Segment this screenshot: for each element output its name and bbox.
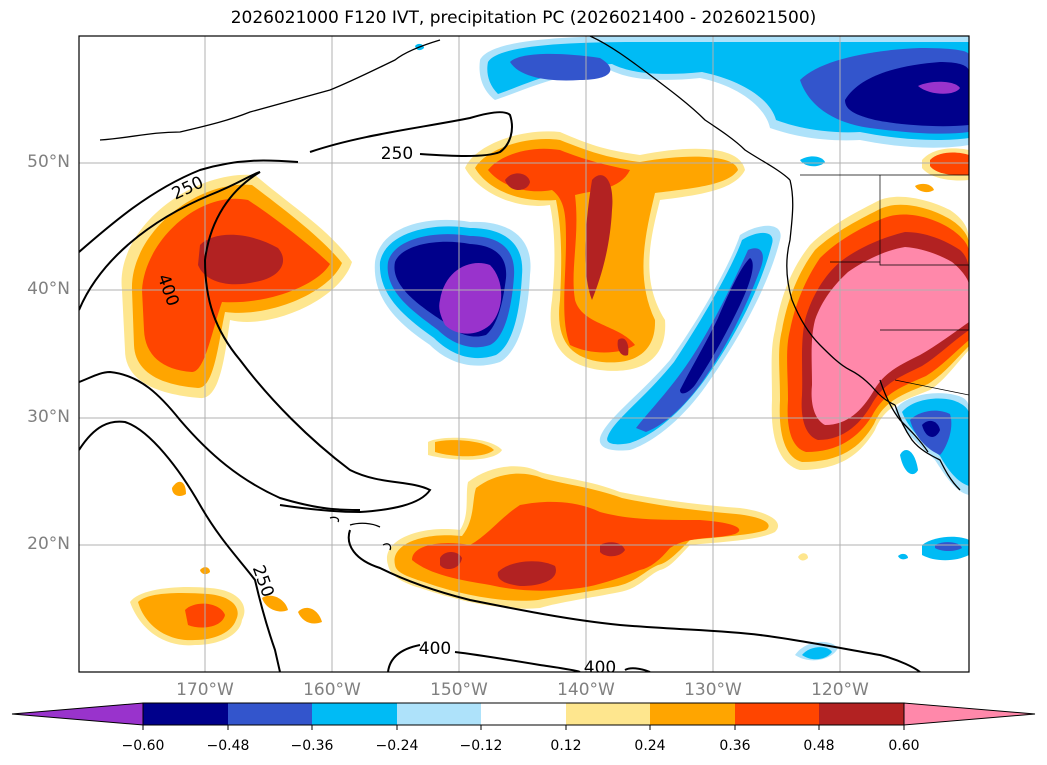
lon-label: 120°W	[811, 680, 869, 700]
negative-anomaly-north	[415, 36, 969, 167]
map-title: 2026021000 F120 IVT, precipitation PC (2…	[230, 8, 817, 28]
ivt-contours	[79, 111, 921, 672]
positive-anomaly-north-central	[465, 131, 745, 371]
colorbar-tick-label: 0.60	[888, 738, 920, 754]
colorbar-tick-label: 0.12	[550, 738, 582, 754]
negative-anomaly-central	[374, 219, 531, 366]
contour-label: 400	[584, 658, 616, 678]
colorbar	[11, 702, 1036, 730]
colorbar-tick-label: 0.36	[719, 738, 751, 754]
lat-label: 40°N	[27, 279, 70, 299]
lon-label: 170°W	[176, 680, 234, 700]
positive-anomaly-south	[386, 437, 779, 609]
colorbar-tick-label: 0.24	[634, 738, 666, 754]
colorbar-tick-label: −0.12	[459, 738, 503, 754]
lat-label: 30°N	[27, 407, 70, 427]
map-frame	[78, 35, 970, 673]
colorbar-extend-low	[11, 702, 144, 726]
colorbar-tick-label: −0.48	[206, 738, 250, 754]
precip-anomaly-fields: 250 250 400 250 400 400	[79, 36, 969, 678]
borders	[800, 174, 969, 396]
coastlines	[99, 36, 961, 551]
lat-label: 50°N	[27, 152, 70, 172]
colorbar-tick-label: −0.24	[375, 738, 419, 754]
lon-label: 130°W	[684, 680, 742, 700]
negative-anomaly-diagonal	[599, 225, 781, 451]
positive-anomaly-west	[121, 174, 352, 399]
colorbar-tick-label: −0.36	[290, 738, 334, 754]
lat-label: 20°N	[27, 534, 70, 554]
lon-label: 140°W	[557, 680, 615, 700]
contour-label: 250	[381, 144, 413, 164]
colorbar-tick-label: −0.60	[121, 738, 165, 754]
positive-anomaly-southwest	[130, 481, 322, 646]
positive-anomaly-west-coast	[771, 196, 969, 471]
gridlines	[79, 36, 969, 672]
colorbar-extend-high	[903, 702, 1036, 726]
colorbar-tick-label: 0.48	[803, 738, 835, 754]
lon-label: 160°W	[303, 680, 361, 700]
contour-label: 250	[248, 563, 278, 600]
lon-label: 150°W	[430, 680, 488, 700]
contour-label: 400	[419, 639, 451, 659]
positive-anomaly-northeast	[915, 148, 969, 193]
